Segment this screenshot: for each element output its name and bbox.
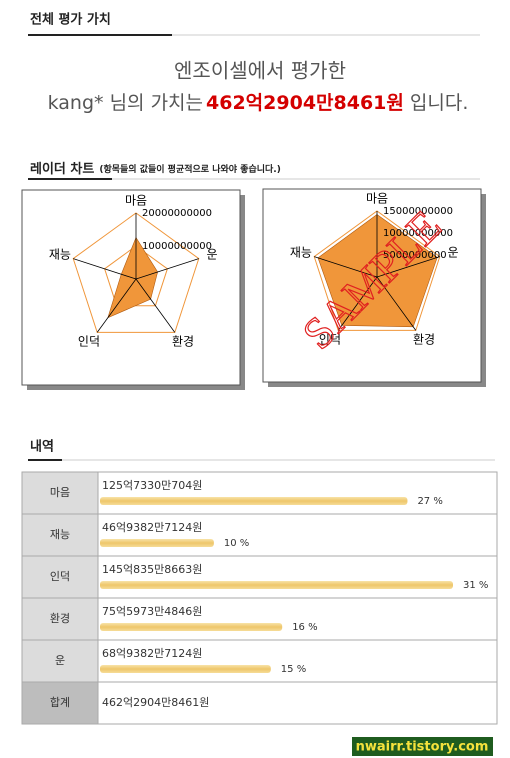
row-label-cell [21,597,99,641]
total-name: 합계 [50,696,70,709]
percent-bar [100,539,214,547]
percent-label: 15 % [281,664,306,675]
tick-label: 15000000000 [383,206,453,217]
axis-label: 운 [207,247,218,261]
summary-value: kang* 님의 가치는 462억2904만8461원 입니다. [48,92,469,114]
row-cell [97,597,498,641]
row-label-cell [21,471,99,515]
tick-label: 10000000000 [383,228,453,239]
tick-label: 10000000000 [142,241,212,252]
axis-line [314,256,378,278]
percent-bar [100,497,408,505]
percent-label: 27 % [417,496,442,507]
percent-bar [100,581,453,589]
section-note: (항목들의 값들이 평균적으로 나와야 좋습니다.) [99,163,281,175]
row-cell [97,555,498,599]
summary-text: 입니다. [410,92,468,114]
tick-label: 20000000000 [142,208,212,219]
total-label-cell [21,681,99,725]
axis-line [337,276,378,331]
axis-label: 마음 [125,194,147,208]
axis-line [96,278,137,333]
grid-ring [313,210,441,331]
row-name: 환경 [50,612,70,625]
row-amount: 46억9382만7124원 [102,521,202,534]
axis-label: 운 [448,245,459,259]
summary-text: kang* 님의 가치는 [48,92,203,114]
total-amount: 462억2904만8461원 [102,696,209,709]
axis-line [376,256,440,278]
total-cell [97,681,498,725]
row-amount: 75억5973만4846원 [102,605,202,618]
tick-label: 5000000000 [383,250,447,261]
radar-area [317,214,438,328]
axis-label: 마음 [366,192,388,206]
row-label-cell [21,513,99,557]
percent-label: 31 % [463,580,488,591]
axis-line [135,258,199,280]
grid-ring [72,212,200,333]
row-cell [97,471,498,515]
row-label-cell [21,555,99,599]
section-title: 전체 평가 가치 [30,12,111,28]
axis-label: 인덕 [78,335,100,349]
section-title: 내역 [30,439,54,455]
axis-label: 환경 [172,335,194,349]
axis-label: 환경 [413,333,435,347]
row-name: 마음 [50,486,70,499]
summary-line: 엔조이셀에서 평가한 [174,59,346,83]
section-title: 레이더 차트 [30,161,94,177]
row-cell [97,513,498,557]
row-name: 재능 [50,528,70,541]
axis-label: 인덕 [319,333,341,347]
percent-label: 16 % [292,622,317,633]
badge-text: nwairr.tistory.com [356,740,489,755]
percent-label: 10 % [224,538,249,549]
row-cell [97,639,498,683]
row-label-cell [21,639,99,683]
row-amount: 68억9382만7124원 [102,647,202,660]
row-name: 운 [55,654,65,667]
percent-bar [100,665,271,673]
percent-bar [100,623,283,631]
row-name: 인덕 [50,570,70,583]
section-title: 레이더 차트 (항목들의 값들이 평균적으로 나와야 좋습니다.) [30,161,281,177]
axis-label: 재능 [290,245,312,259]
row-amount: 125억7330만704원 [102,479,202,492]
summary-amount: 462억2904만8461원 [206,92,404,114]
row-amount: 145억835만8663원 [102,563,202,576]
axis-line [73,258,137,280]
axis-line [135,278,176,333]
badge [352,737,493,756]
axis-label: 재능 [49,247,71,261]
axis-line [376,276,417,331]
